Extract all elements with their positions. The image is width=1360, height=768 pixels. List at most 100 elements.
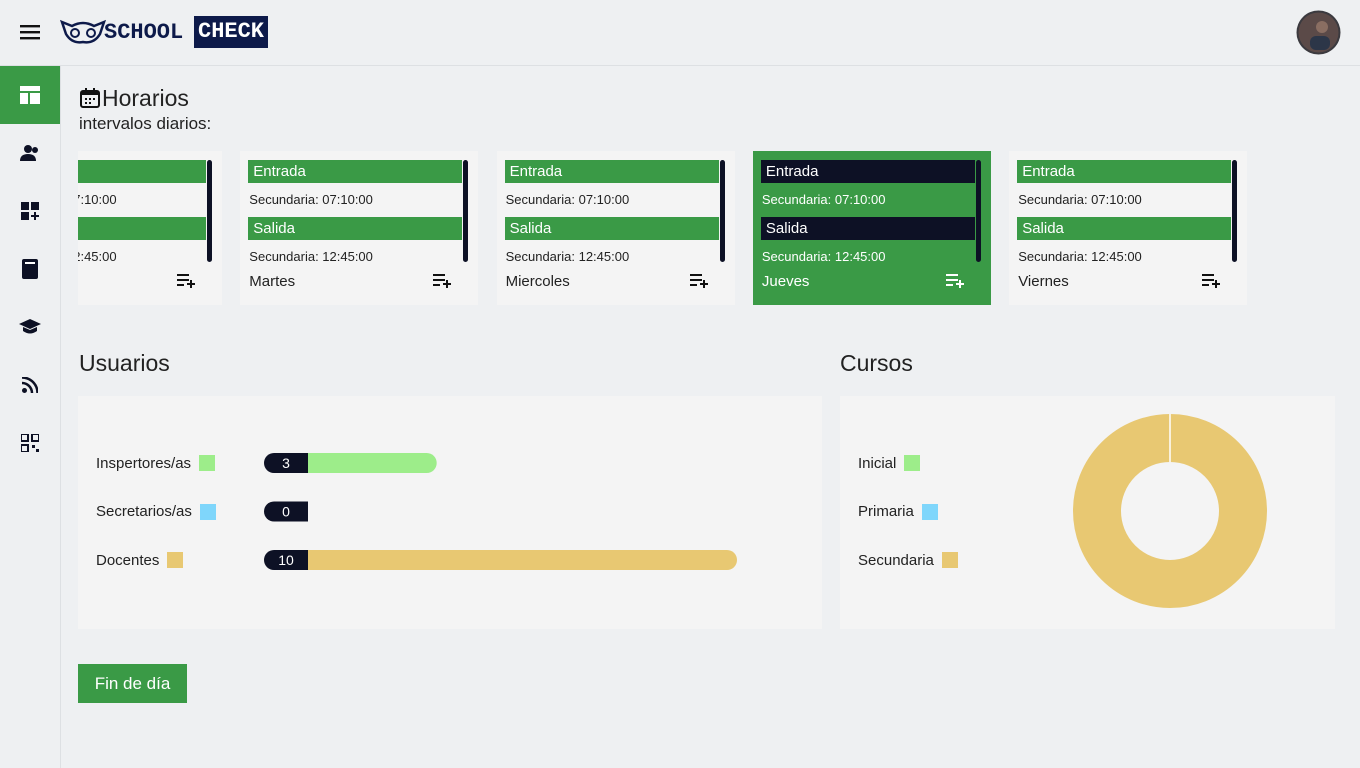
icon-part [433, 279, 446, 281]
icon-part [955, 283, 964, 285]
icon-part [433, 284, 441, 286]
logo-text: CHECK [194, 16, 269, 48]
sidebar [0, 66, 61, 768]
icon-part [177, 279, 189, 281]
interval-time: Secundaria: 12:45:00 [249, 249, 373, 264]
add-interval-button[interactable] [945, 274, 964, 288]
interval-time: Secundaria: 12:45:00 [505, 249, 630, 264]
icon-part [433, 274, 446, 276]
icon-part [689, 274, 702, 276]
icon-part [443, 283, 452, 285]
scrollbar [719, 160, 725, 262]
value-label: 10 [278, 552, 294, 568]
interval-time: Secundaria: 07:10:00 [505, 192, 630, 207]
nav-dashboard[interactable] [0, 66, 60, 124]
legend-item: Primaria [858, 502, 938, 522]
interval-label: Entrada [760, 160, 975, 183]
donut-chart [1073, 414, 1267, 608]
day-card: Entrada Secundaria: 07:10:00 Salida Secunda… [240, 151, 479, 305]
add-interval-button[interactable] [433, 274, 452, 288]
interval-time: Secundaria: 07:10:00 [249, 192, 373, 207]
bar-chart: 3 0 10 [264, 453, 737, 570]
courses-panel: Inicial Primaria Secundaria [840, 396, 1335, 629]
icon-part [177, 284, 184, 286]
icon-part [1202, 274, 1215, 276]
legend-item: Inicial [858, 453, 921, 473]
legend-label: Docentes [96, 551, 160, 569]
icon-part [945, 274, 958, 276]
icon-part [689, 279, 702, 281]
legend-swatch [921, 503, 938, 520]
menu-button[interactable] [20, 24, 40, 40]
interval-label: Salida [760, 217, 975, 240]
icon-part [945, 279, 958, 281]
day-name: Martes [249, 273, 296, 290]
panel-title: Usuarios [79, 350, 170, 376]
day-name: Viernes [1018, 273, 1069, 290]
scrollbar [207, 160, 212, 262]
nav-feed[interactable] [0, 356, 60, 414]
interval-label: Salida [504, 217, 719, 240]
legend-label: Primaria [858, 503, 914, 520]
legend-label: Secundaria [858, 551, 934, 569]
nav-users[interactable] [0, 124, 60, 182]
legend-label: Inicial [858, 454, 897, 472]
end-day-button[interactable]: Fin de día [78, 664, 187, 703]
day-name: Jueves [761, 273, 810, 290]
day-name: Miercoles [505, 273, 570, 290]
avatar[interactable] [1296, 10, 1341, 55]
calendar-icon [80, 88, 100, 108]
schedule-cards: Entrada Secundaria: 07:10:00 Salida Secunda… [78, 140, 1360, 320]
icon-part [177, 274, 189, 276]
legend-item: Docentes [96, 550, 184, 570]
users-panel: Inspertores/as Secretarios/as Docentes 3 0 10 [78, 396, 822, 629]
interval-time: Secundaria: 07:10:00 [78, 192, 117, 207]
add-interval-button[interactable] [1202, 274, 1221, 288]
icon-part [187, 283, 195, 285]
panel-title: Cursos [840, 350, 913, 376]
legend-item: Secretarios/as [96, 502, 216, 522]
interval-label: Salida [248, 217, 463, 240]
bar [298, 453, 437, 473]
interval-label: Salida [78, 217, 206, 240]
section-subtitle: intervalos diarios: [79, 114, 212, 133]
icon-part [1202, 279, 1215, 281]
icon-part [1212, 283, 1221, 285]
value-badge [288, 501, 308, 522]
interval-label: Salida [1017, 217, 1232, 240]
nav-qr[interactable] [0, 414, 60, 472]
nav-courses[interactable] [0, 298, 60, 356]
value-badge [288, 550, 308, 570]
interval-label: Entrada [248, 160, 463, 183]
interval-time: Secundaria: 07:10:00 [761, 192, 886, 207]
interval-time: Secundaria: 07:10:00 [1018, 192, 1142, 207]
scrollbar [463, 160, 469, 262]
legend-swatch [199, 455, 216, 471]
nav-book[interactable] [0, 240, 60, 298]
logo-text: SCHOOL [104, 20, 184, 45]
icon-part [945, 284, 953, 286]
icon-part [1202, 284, 1210, 286]
bar [298, 550, 737, 570]
add-interval-button[interactable] [177, 274, 195, 288]
legend-swatch [199, 503, 216, 520]
legend-label: Inspertores/as [96, 454, 192, 472]
interval-label: Entrada [78, 160, 206, 183]
legend-item: Inspertores/as [96, 453, 216, 473]
add-interval-button[interactable] [689, 274, 708, 288]
day-card: Entrada Secundaria: 07:10:00 Salida Secunda… [1009, 151, 1248, 305]
legend-swatch [167, 552, 184, 568]
interval-time: Secundaria: 12:45:00 [761, 249, 886, 264]
icon-part [699, 283, 708, 285]
section-title: Horarios [102, 85, 189, 111]
day-card: Entrada Secundaria: 07:10:00 Salida Secunda… [496, 151, 735, 305]
interval-time: Secundaria: 12:45:00 [78, 249, 117, 264]
nav-add[interactable] [0, 182, 60, 240]
legend-swatch [904, 455, 921, 471]
scrollbar [975, 160, 981, 262]
interval-label: Entrada [1017, 160, 1232, 183]
legend-item: Secundaria [858, 550, 958, 570]
interval-label: Entrada [504, 160, 719, 183]
value-badge [288, 453, 308, 473]
